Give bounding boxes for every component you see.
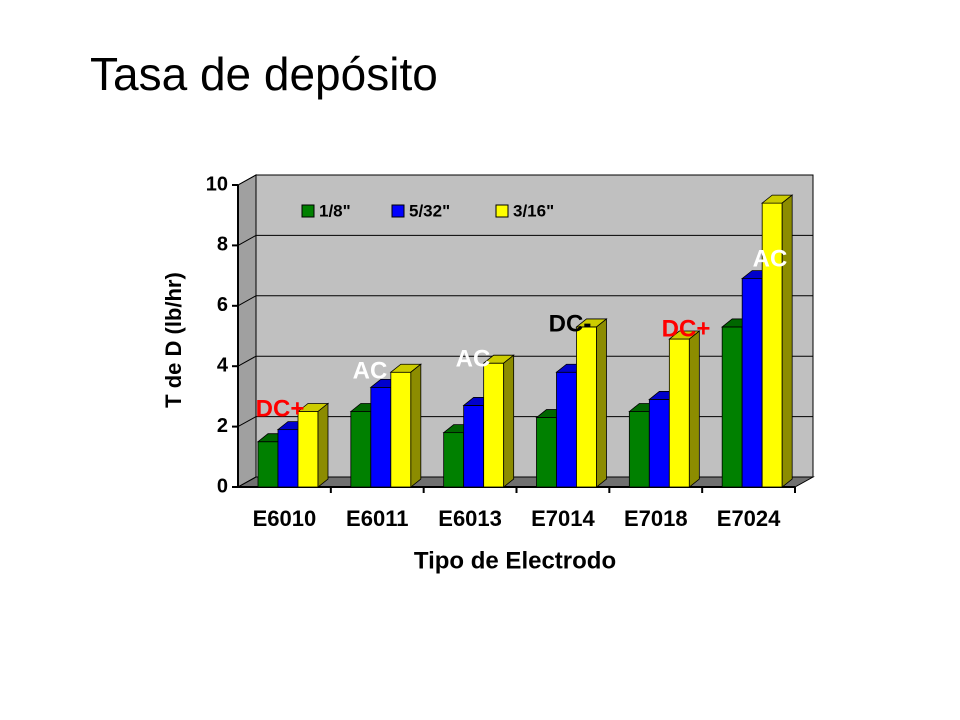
bar bbox=[668, 330, 701, 488]
bar bbox=[761, 194, 794, 488]
bar-front bbox=[483, 362, 505, 488]
grid-line bbox=[237, 174, 813, 186]
grid-line bbox=[237, 476, 813, 488]
bar-side bbox=[503, 354, 515, 488]
bar bbox=[482, 354, 515, 488]
x-tick-label: E7018 bbox=[624, 506, 688, 531]
bar-front bbox=[350, 411, 372, 488]
annotation: AC bbox=[456, 345, 491, 372]
x-tick-label: E6011 bbox=[346, 506, 408, 531]
annotation: AC bbox=[353, 357, 388, 384]
y-tick-label: 4 bbox=[217, 354, 229, 376]
x-tick-label: E6013 bbox=[438, 506, 502, 531]
side-wall bbox=[237, 174, 257, 488]
bar-front bbox=[390, 371, 412, 488]
bar-side bbox=[781, 194, 793, 488]
x-axis-title: Tipo de Electrodo bbox=[414, 547, 616, 574]
bar bbox=[389, 363, 422, 488]
legend-swatch bbox=[301, 204, 315, 218]
bar-front bbox=[370, 386, 392, 488]
bar-front bbox=[443, 432, 465, 488]
bar-side bbox=[317, 402, 329, 488]
grid-line bbox=[237, 295, 813, 307]
bar-front bbox=[741, 278, 763, 488]
y-tick-label: 2 bbox=[217, 415, 228, 437]
bar bbox=[296, 402, 330, 488]
legend-label: 5/32" bbox=[409, 201, 450, 220]
bar bbox=[575, 318, 608, 488]
y-tick-label: 6 bbox=[217, 294, 228, 316]
x-tick-label: E6010 bbox=[253, 506, 317, 531]
annotation: DC+ bbox=[256, 395, 305, 422]
grid-line bbox=[237, 416, 813, 428]
bar-front bbox=[668, 338, 690, 488]
x-tick-label: E7014 bbox=[531, 506, 595, 531]
annotation: AC bbox=[753, 245, 788, 272]
bar-side bbox=[596, 318, 607, 488]
bar-front bbox=[463, 405, 485, 488]
grid-line bbox=[237, 355, 813, 367]
chart-title: Tasa de depósito bbox=[90, 48, 438, 100]
bar-side bbox=[688, 330, 700, 488]
bar-front bbox=[536, 417, 557, 488]
bar-front bbox=[648, 399, 670, 488]
bar-front bbox=[277, 429, 299, 488]
annotation: DC- bbox=[549, 310, 592, 337]
legend-label: 3/16" bbox=[513, 201, 554, 220]
legend-swatch bbox=[391, 204, 405, 218]
x-tick-label: E7024 bbox=[717, 506, 781, 531]
annotation: DC+ bbox=[662, 315, 711, 342]
bar-front bbox=[257, 441, 279, 488]
bar-side bbox=[410, 363, 422, 488]
legend-swatch bbox=[495, 204, 509, 218]
y-tick-label: 10 bbox=[206, 173, 228, 195]
y-tick-label: 8 bbox=[217, 234, 228, 256]
bar-front bbox=[297, 411, 319, 488]
y-axis-title: T de D (lb/hr) bbox=[161, 272, 186, 408]
grid-line bbox=[237, 234, 813, 246]
bar-front bbox=[721, 326, 743, 488]
bar-front bbox=[628, 411, 650, 488]
bar-front bbox=[556, 371, 577, 488]
legend-label: 1/8" bbox=[319, 201, 351, 220]
bar-front bbox=[576, 326, 597, 488]
y-tick-label: 0 bbox=[217, 475, 228, 497]
